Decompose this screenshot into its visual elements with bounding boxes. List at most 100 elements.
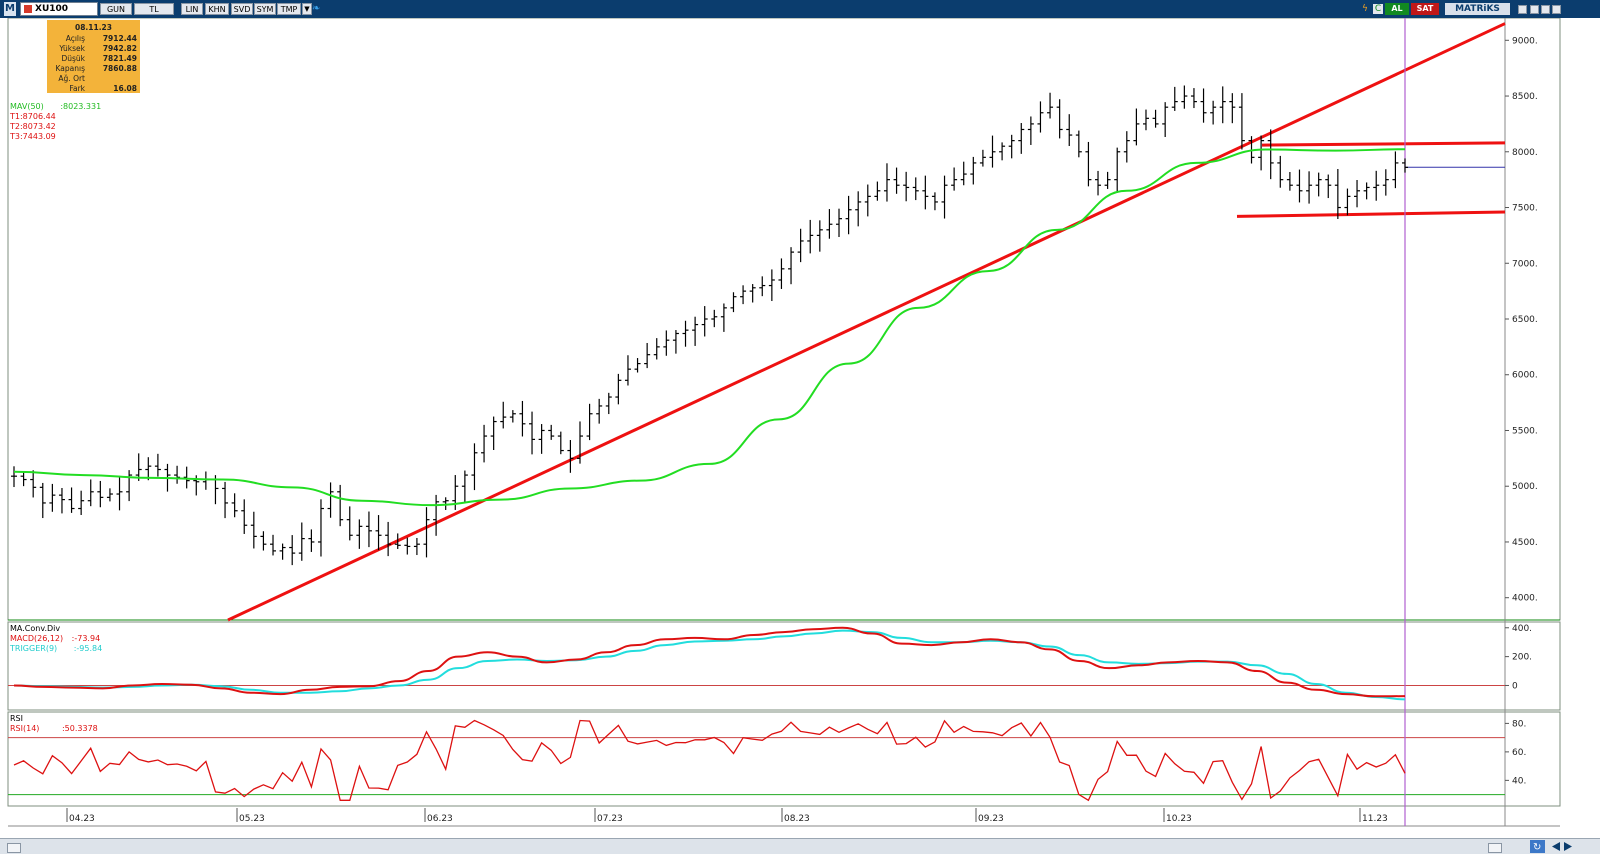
ohlc-bar [970, 156, 977, 185]
sym-button[interactable]: SYM [254, 3, 276, 15]
lightning-icon[interactable]: ϟ [1362, 4, 1368, 14]
svd-button[interactable]: SVD [231, 3, 253, 15]
linear-button[interactable]: LIN [181, 3, 203, 15]
ohlc-bar [1277, 155, 1284, 188]
buy-button[interactable]: AL [1385, 3, 1409, 15]
ohlc-bar [548, 424, 555, 440]
ohlc-bar [634, 358, 641, 373]
t2-trendline [1261, 141, 1506, 147]
ohlc-bar [1190, 88, 1197, 109]
t1-legend[interactable]: T1:8706.44 [10, 112, 56, 121]
ohlc-bar [1296, 169, 1303, 203]
ohlc-bar [1306, 171, 1313, 204]
ohlc-bar [241, 499, 248, 534]
ohlc-bar [778, 258, 785, 289]
ohlc-bar [605, 392, 612, 415]
twitter-icon[interactable]: ❧ [312, 3, 321, 14]
rsi-legend[interactable]: RSI(14) :50.3378 [10, 724, 98, 733]
bottom-scrollbar[interactable]: ↻ [0, 838, 1600, 854]
ohlc-bar [174, 465, 181, 484]
ohlc-bar [951, 167, 958, 191]
mav-legend[interactable]: MAV(50) :8023.331 [10, 102, 101, 111]
ohlc-bar [1047, 92, 1054, 119]
ohlc-bar [596, 398, 603, 424]
price-tick-label: 4500. [1512, 538, 1538, 548]
ohlc-bar [615, 373, 622, 405]
axes: 9000. 8500. 8000. 7500. 7000. 6500. 6000. 5500.… [66, 36, 1538, 824]
ohlc-bar [1354, 180, 1361, 208]
t2-legend[interactable]: T2:8073.42 [10, 122, 56, 131]
ohlc-bar [375, 515, 382, 551]
price-tick-label: 6000. [1512, 371, 1538, 381]
ohlc-bar [845, 195, 852, 235]
ohlc-bar [260, 531, 267, 551]
rsi-tick-label: 80. [1512, 719, 1526, 729]
ohlc-bar [730, 292, 737, 313]
macd-tick-label: 400. [1512, 624, 1532, 634]
ohlc-bar [567, 440, 574, 473]
ohlc-bar [663, 330, 670, 356]
scroll-right-icon[interactable] [1488, 843, 1502, 853]
ohlc-bar [768, 269, 775, 302]
rsi-legend-value: :50.3378 [61, 724, 98, 733]
ohlc-bar [1085, 141, 1092, 187]
ohlc-bar [692, 316, 699, 346]
macd-tick-label: 200. [1512, 653, 1532, 663]
ohlc-bar [1171, 86, 1178, 111]
khn-button[interactable]: KHN [205, 3, 229, 15]
ohlc-bar [1095, 170, 1102, 196]
ohlc-bar [1325, 174, 1332, 199]
ohlc-bar [1258, 135, 1265, 171]
macd-legend[interactable]: MACD(26,12) :-73.94 [10, 634, 100, 643]
price-tick-label: 5000. [1512, 482, 1538, 492]
trigger-legend[interactable]: TRIGGER(9) :-95.84 [10, 644, 102, 653]
ohlc-bar [941, 175, 948, 219]
period-button[interactable]: GUN [100, 3, 132, 15]
price-tick-label: 5500. [1512, 426, 1538, 436]
sell-button[interactable]: SAT [1411, 3, 1439, 15]
ohlc-bar [20, 471, 27, 487]
app-logo[interactable]: M [4, 2, 16, 16]
ohlc-bar [893, 167, 900, 194]
ohlc-bar [855, 191, 862, 227]
currency-button[interactable]: TL [134, 3, 174, 15]
ohlc-bar [999, 142, 1006, 161]
price-tick-label: 8500. [1512, 92, 1538, 102]
minimize-icon[interactable] [1530, 5, 1539, 14]
ohlc-bar [711, 309, 718, 328]
open-label: Açılış [65, 34, 85, 43]
x-tick-label: 05.23 [239, 814, 265, 824]
rsi-series [13, 719, 1406, 802]
ohlc-bar [1210, 100, 1217, 125]
ohlc-bar [538, 424, 545, 454]
symbol-value: XU100 [35, 4, 69, 14]
ohlc-bar [529, 411, 536, 455]
scroll-left-icon[interactable] [7, 843, 21, 853]
navigation-controls[interactable]: ↻ [1530, 840, 1590, 853]
ohlc-bar [797, 228, 804, 263]
refresh-glyph: ↻ [1533, 842, 1541, 853]
ohlc-bar [433, 494, 440, 536]
chart-area[interactable]: 9000. 8500. 8000. 7500. 7000. 6500. 6000. 5500.… [0, 18, 1600, 838]
t3-legend[interactable]: T3:7443.09 [10, 132, 56, 141]
ohlc-bar [653, 338, 660, 360]
ohlc-bar [1056, 99, 1063, 139]
template-button[interactable]: TMP [277, 3, 301, 15]
template-dropdown-icon[interactable]: ▼ [302, 3, 312, 15]
refresh-icon[interactable]: C [1373, 4, 1383, 14]
ohlc-bar [931, 192, 938, 211]
close-icon[interactable] [1552, 5, 1561, 14]
symbol-input[interactable]: XU100 [20, 2, 98, 16]
ohlc-bar [58, 487, 65, 514]
rsi-panel-title: RSI [10, 714, 23, 723]
ohlc-bar [509, 410, 516, 423]
help-icon[interactable] [1518, 5, 1527, 14]
t1-trendline [227, 22, 1506, 622]
maximize-icon[interactable] [1541, 5, 1550, 14]
macd-series [13, 626, 1406, 698]
ohlc-bar [154, 453, 161, 477]
ohlc-bar [644, 342, 651, 369]
ohlc-bar [1219, 86, 1226, 124]
ohlc-bar [308, 529, 315, 552]
macd-legend-label: MACD(26,12) [10, 634, 64, 643]
